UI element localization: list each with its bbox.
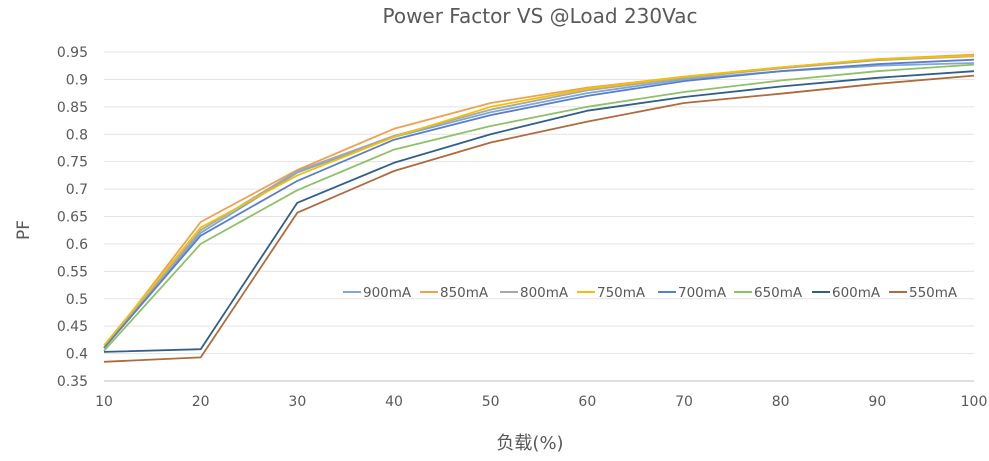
y-tick-label: 0.5 <box>66 292 88 308</box>
x-axis-label: 负载(%) <box>496 433 564 454</box>
y-tick-label: 0.75 <box>57 155 88 171</box>
x-tick-label: 70 <box>675 394 693 410</box>
x-tick-labels: 10 20 30 40 50 60 70 80 90 100 <box>95 394 987 410</box>
y-tick-label: 0.9 <box>66 72 88 88</box>
x-tick-label: 30 <box>288 394 306 410</box>
x-tick-label: 90 <box>868 394 886 410</box>
y-tick-label: 0.4 <box>66 347 88 363</box>
legend-label: 700mA <box>678 285 727 301</box>
x-tick-label: 100 <box>961 394 988 410</box>
y-tick-label: 0.6 <box>66 237 88 253</box>
y-tick-label: 0.35 <box>57 374 88 390</box>
chart-title: Power Factor VS @Load 230Vac <box>382 4 698 28</box>
legend: 900mA 850mA 800mA 750mA 700mA 650mA 600mA 550mA <box>343 285 958 301</box>
x-tick-label: 20 <box>192 394 210 410</box>
legend-label: 550mA <box>909 285 958 301</box>
gridlines <box>104 51 974 382</box>
legend-label: 800mA <box>520 285 569 301</box>
series-line-700mA <box>103 58 975 349</box>
x-tick-label: 50 <box>482 394 500 410</box>
y-tick-label: 0.55 <box>57 264 88 280</box>
series-line-550mA <box>103 74 975 363</box>
y-tick-label: 0.45 <box>57 319 88 335</box>
legend-label: 900mA <box>363 285 412 301</box>
legend-label: 850mA <box>440 285 489 301</box>
legend-label: 650mA <box>754 285 803 301</box>
series-line-800mA <box>103 55 975 349</box>
series-lines <box>103 53 975 363</box>
y-tick-label: 0.65 <box>57 210 88 226</box>
y-tick-labels: 0.35 0.4 0.45 0.5 0.55 0.6 0.65 0.7 0.75 0.8 0.85 0… <box>57 45 88 390</box>
series-line-600mA <box>103 70 975 353</box>
legend-label: 750mA <box>597 285 646 301</box>
x-tick-label: 10 <box>95 394 113 410</box>
series-line-850mA <box>103 53 975 349</box>
y-tick-label: 0.7 <box>66 182 88 198</box>
y-tick-label: 0.85 <box>57 100 88 116</box>
x-tick-label: 80 <box>772 394 790 410</box>
series-line-750mA <box>103 54 975 346</box>
legend-label: 600mA <box>832 285 881 301</box>
x-tick-label: 40 <box>385 394 403 410</box>
series-line-650mA <box>103 63 975 352</box>
y-tick-label: 0.95 <box>57 45 88 61</box>
x-tick-label: 60 <box>578 394 596 410</box>
y-tick-label: 0.8 <box>66 127 88 143</box>
